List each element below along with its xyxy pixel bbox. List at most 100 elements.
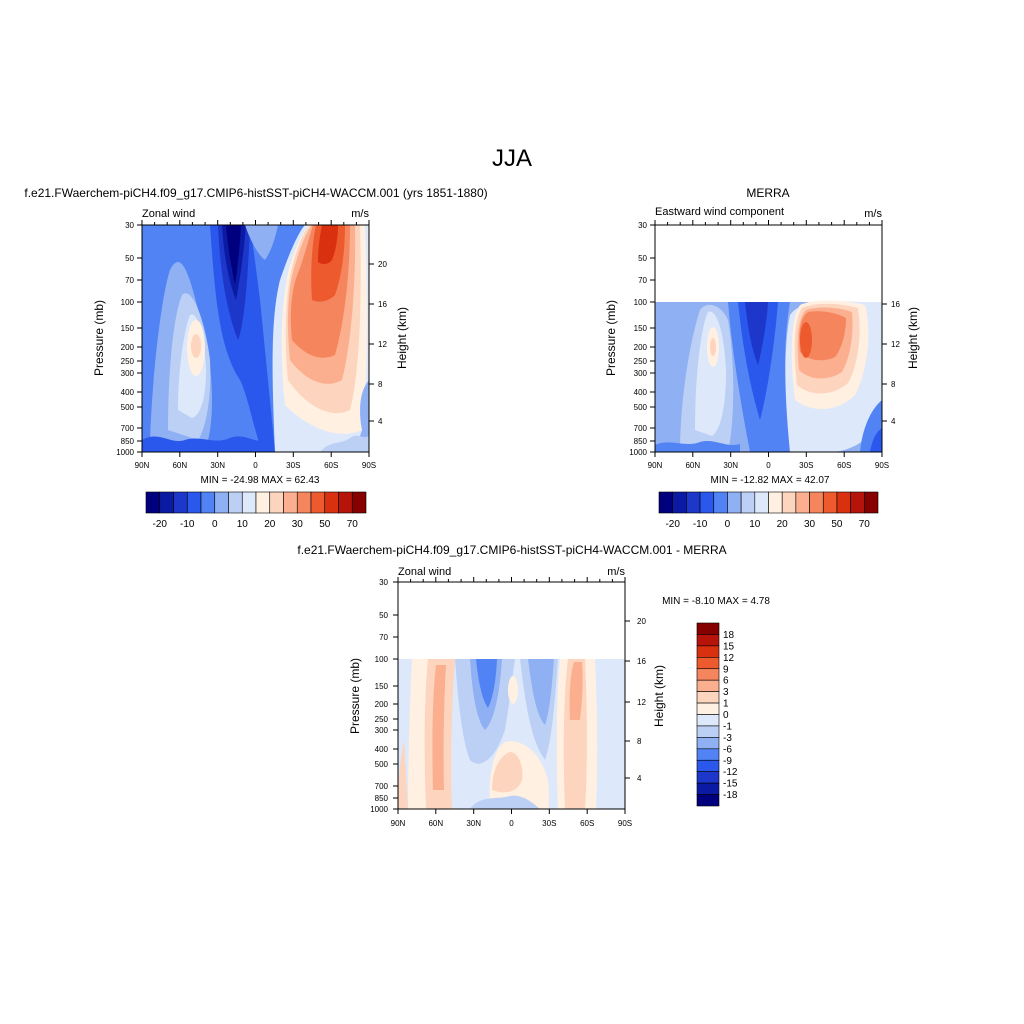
colorbar-swatch [754, 491, 769, 514]
colorbar-swatch [200, 491, 216, 514]
colorbar-label: 1 [723, 699, 729, 710]
colorbar-label: 12 [723, 653, 735, 664]
field-eq-pos [508, 676, 518, 704]
colorbar-label: -12 [723, 767, 738, 778]
height-tick-label: 20 [378, 260, 387, 269]
colorbar-label: -6 [723, 744, 732, 755]
y-tick-label: 1000 [370, 805, 388, 814]
panel-model-y-tick-labels: 30 50 70 100 150 200 250 300 400 500 700… [116, 221, 134, 457]
colorbar-label: 30 [292, 519, 304, 530]
colorbar-label: -15 [723, 779, 738, 790]
x-tick-label: 60N [172, 461, 187, 470]
panel-diff-ylabel: Pressure (mb) [348, 658, 362, 734]
panel-model-stats: MIN = -24.98 MAX = 62.43 [201, 475, 320, 486]
y-tick-label: 500 [121, 403, 135, 412]
colorbar-swatch [850, 491, 865, 514]
panel-model-ylabel-right: Height (km) [395, 307, 409, 369]
panel-merra: MERRA Eastward wind component m/s [604, 186, 920, 530]
field-eq-core [226, 225, 241, 285]
x-tick-label: 90N [391, 819, 406, 828]
colorbar-swatch [696, 691, 720, 704]
y-tick-label: 400 [634, 388, 648, 397]
y-tick-label: 400 [375, 745, 389, 754]
colorbar-swatch [351, 491, 367, 514]
colorbar-swatch [696, 645, 720, 658]
panel-model-height-ticks: 20 16 12 8 4 [369, 260, 387, 426]
x-tick-label: 30S [542, 819, 556, 828]
panel-merra-ylabel: Pressure (mb) [604, 300, 618, 376]
colorbar-label: 3 [723, 687, 729, 698]
field-nh-jet-core [191, 334, 201, 358]
y-tick-label: 200 [121, 343, 135, 352]
y-tick-label: 70 [638, 276, 647, 285]
colorbar-swatch [310, 491, 326, 514]
y-tick-label: 1000 [116, 448, 134, 457]
field-sh-70 [318, 225, 338, 265]
height-tick-label: 12 [637, 698, 646, 707]
y-tick-label: 400 [121, 388, 135, 397]
colorbar-swatch [255, 491, 271, 514]
colorbar-label: 0 [723, 710, 729, 721]
y-tick-label: 500 [375, 760, 389, 769]
colorbar-label: -9 [723, 756, 732, 767]
colorbar-swatch [186, 491, 202, 514]
colorbar-label: -10 [693, 519, 708, 530]
y-tick-label: 70 [125, 276, 134, 285]
colorbar-swatch [324, 491, 339, 514]
field-sh-pos-max [569, 662, 583, 720]
x-tick-label: 0 [509, 819, 514, 828]
panel-merra-left-label: Eastward wind component [655, 206, 784, 218]
colorbar-swatch [822, 491, 838, 514]
height-tick-label: 12 [378, 340, 387, 349]
colorbar-label: 70 [347, 519, 359, 530]
height-tick-label: 16 [378, 300, 387, 309]
colorbar-label: 10 [749, 519, 761, 530]
field-polar-pos [398, 740, 408, 809]
panel-model-x-tick-labels: 90N 60N 30N 0 30S 60S 90S [135, 461, 376, 470]
colorbar-swatch [159, 491, 174, 514]
panel-model-field [142, 225, 369, 452]
colorbar-swatch [768, 491, 783, 514]
field-eq-darker [745, 302, 768, 365]
colorbar-swatch [809, 491, 824, 514]
y-tick-label: 1000 [629, 448, 647, 457]
y-tick-label: 30 [125, 221, 134, 230]
y-tick-label: 150 [375, 682, 389, 691]
y-tick-label: 200 [375, 700, 389, 709]
colorbar-swatch [696, 622, 720, 635]
x-tick-label: 60S [324, 461, 338, 470]
y-tick-label: 100 [634, 298, 648, 307]
height-tick-label: 4 [891, 417, 896, 426]
y-tick-label: 50 [638, 254, 647, 263]
panel-model-x-ticks [141, 220, 370, 457]
y-tick-label: 850 [375, 794, 389, 803]
colorbar-label: 15 [723, 641, 735, 652]
colorbar-swatch [686, 491, 701, 514]
y-tick-label: 850 [634, 437, 648, 446]
colorbar-swatch [696, 657, 720, 670]
height-tick-label: 8 [891, 380, 896, 389]
y-tick-label: 250 [375, 715, 389, 724]
colorbar-label: -1 [723, 721, 732, 732]
colorbar-label: 30 [804, 519, 816, 530]
y-tick-label: 250 [634, 357, 648, 366]
panel-merra-ylabel-right: Height (km) [906, 307, 920, 369]
colorbar-label: 20 [777, 519, 789, 530]
panel-model-y-ticks [137, 224, 142, 453]
height-tick-label: 4 [378, 417, 383, 426]
panel-model-left-label: Zonal wind [142, 208, 195, 220]
colorbar-swatch [727, 491, 742, 514]
panel-merra-y-ticks [650, 224, 655, 453]
colorbar-swatch [672, 491, 687, 514]
x-tick-label: 30N [210, 461, 225, 470]
x-tick-label: 30S [799, 461, 813, 470]
colorbar-label: -3 [723, 733, 732, 744]
height-tick-label: 16 [891, 300, 900, 309]
y-tick-label: 50 [379, 611, 388, 620]
field-pos-band-2-core [432, 665, 446, 790]
y-tick-label: 100 [375, 655, 389, 664]
x-tick-label: 90S [362, 461, 376, 470]
colorbar-label: -10 [180, 519, 195, 530]
panel-diff-ylabel-right: Height (km) [652, 665, 666, 727]
